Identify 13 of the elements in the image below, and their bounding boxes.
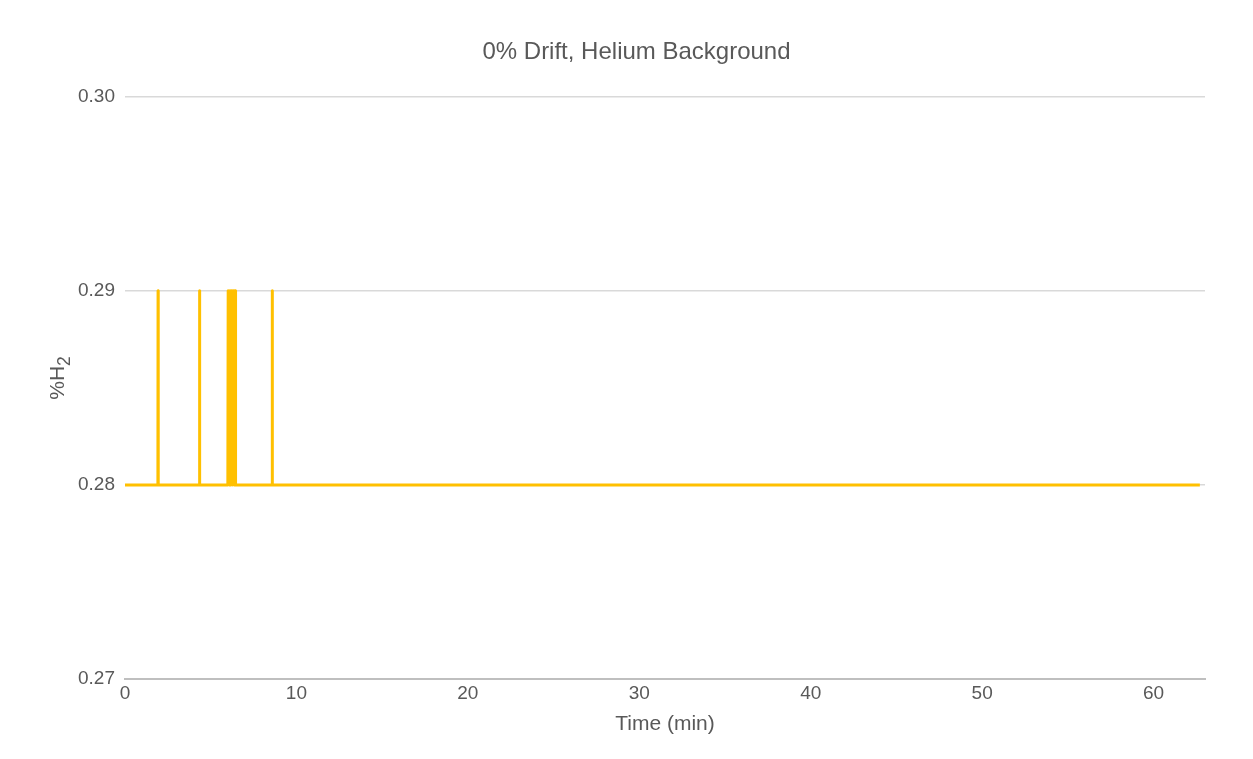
y-tick-label: 0.28 xyxy=(78,473,115,495)
x-tick-label: 20 xyxy=(457,681,479,703)
x-axis-title: Time (min) xyxy=(615,711,715,735)
x-tick-label: 0 xyxy=(119,681,131,703)
x-tick-label: 50 xyxy=(971,681,993,703)
y-tick-label: 0.30 xyxy=(78,85,115,107)
x-tick-label: 10 xyxy=(285,681,307,703)
y-tick-label: 0.29 xyxy=(78,279,115,301)
chart-title: 0% Drift, Helium Background xyxy=(482,37,791,65)
y-tick-label: 0.27 xyxy=(78,667,115,689)
x-tick-label: 60 xyxy=(1143,681,1165,703)
x-tick-label: 40 xyxy=(800,681,822,703)
x-tick-label: 30 xyxy=(628,681,650,703)
